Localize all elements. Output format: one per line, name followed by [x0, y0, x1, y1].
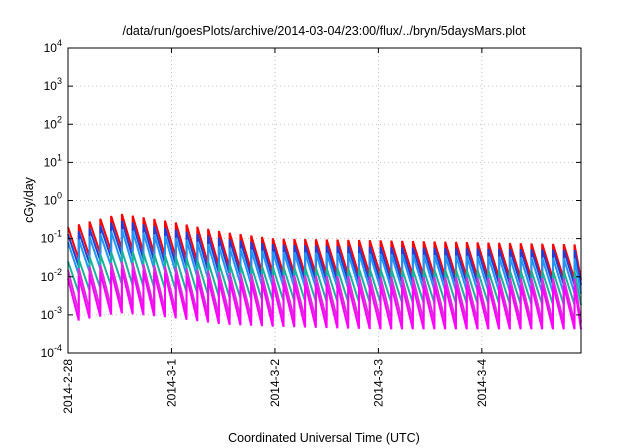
y-tick-label: 10-4 — [41, 343, 62, 360]
x-tick-label: 2014-3-1 — [164, 359, 178, 407]
x-axis: 2014-2-28 2014-3-1 2014-3-2 2014-3-3 2014-3-… — [61, 48, 489, 414]
y-tick-label: 104 — [44, 38, 62, 55]
y-tick-label: 10-1 — [41, 229, 62, 246]
x-tick-label: 2014-2-28 — [61, 359, 75, 414]
y-tick-label: 103 — [44, 76, 62, 93]
x-tick-label: 2014-3-2 — [268, 359, 282, 407]
y-axis: 10-4 10-3 10-2 10-1 100 101 102 103 104 — [41, 38, 581, 360]
x-tick-label: 2014-3-4 — [475, 359, 489, 407]
y-tick-label: 100 — [44, 191, 62, 208]
y-tick-label: 10-2 — [41, 267, 62, 284]
chart-title: /data/run/goesPlots/archive/2014-03-04/2… — [122, 24, 526, 38]
series-group — [67, 213, 582, 330]
x-tick-label: 2014-3-3 — [371, 359, 385, 407]
x-axis-label: Coordinated Universal Time (UTC) — [228, 431, 420, 445]
series-line-6 — [67, 268, 582, 330]
y-axis-label: cGy/day — [22, 176, 36, 223]
y-tick-label: 10-3 — [41, 305, 62, 322]
y-tick-label: 101 — [44, 152, 62, 169]
y-tick-label: 102 — [44, 114, 62, 131]
